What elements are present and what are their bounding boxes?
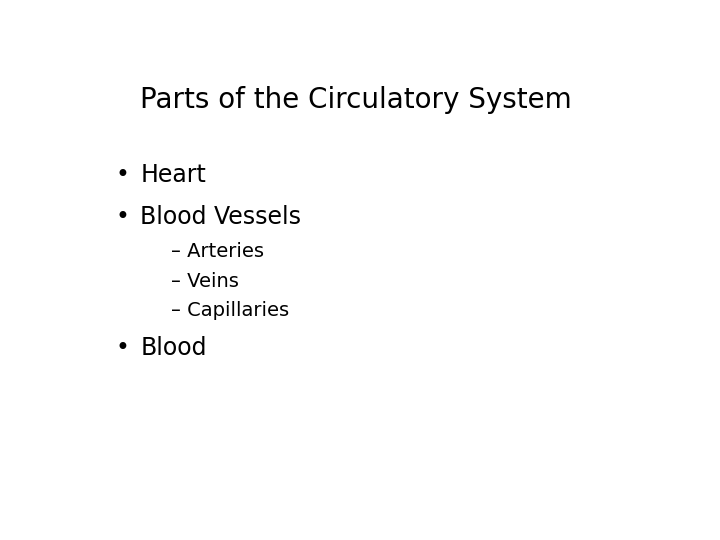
- Text: – Veins: – Veins: [171, 272, 239, 291]
- Text: Blood: Blood: [140, 335, 207, 360]
- Text: – Capillaries: – Capillaries: [171, 301, 289, 320]
- Text: Parts of the Circulatory System: Parts of the Circulatory System: [140, 85, 572, 113]
- Text: – Arteries: – Arteries: [171, 242, 264, 261]
- Text: Heart: Heart: [140, 163, 206, 187]
- Text: •: •: [115, 205, 129, 228]
- Text: •: •: [115, 335, 129, 360]
- Text: •: •: [115, 163, 129, 187]
- Text: Blood Vessels: Blood Vessels: [140, 205, 301, 228]
